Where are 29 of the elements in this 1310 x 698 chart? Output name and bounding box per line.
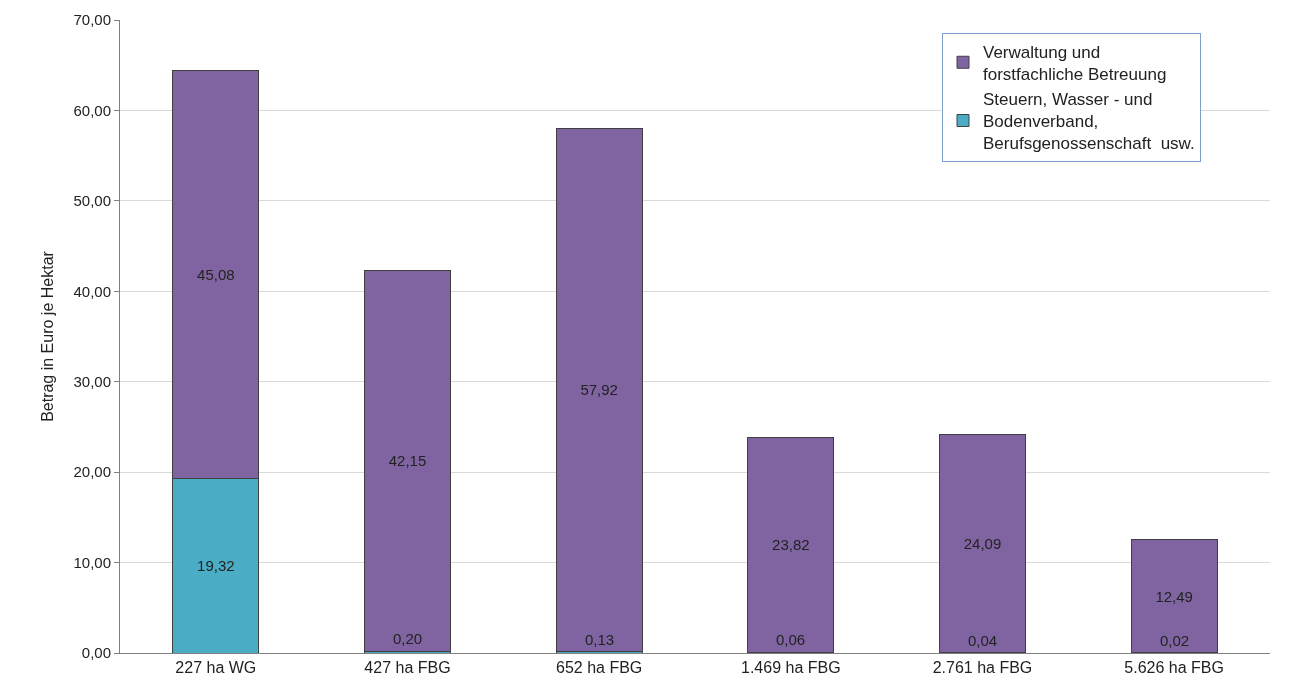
- data-label: 19,32: [197, 557, 235, 575]
- x-tick-label: 652 ha FBG: [556, 659, 643, 677]
- x-tick-label: 427 ha FBG: [364, 659, 451, 677]
- data-label: 0,20: [393, 630, 423, 647]
- y-tick-label: 60,00: [73, 101, 111, 119]
- data-label: 57,92: [580, 381, 618, 399]
- data-label: 12,49: [1155, 587, 1193, 605]
- data-label: 23,82: [772, 536, 810, 554]
- y-tick-label: 40,00: [73, 282, 111, 300]
- legend-label: Steuern, Wasser - und Bodenverband, Berufsgenossenschaft usw.: [983, 90, 1195, 154]
- y-tick-label: 10,00: [73, 553, 111, 571]
- x-tick-label: 5.626 ha FBG: [1124, 659, 1224, 677]
- y-tick-label: 70,00: [73, 11, 111, 29]
- data-label: 0,02: [1160, 632, 1190, 649]
- y-tick-label: 20,00: [73, 463, 111, 481]
- legend-label: Verwaltung und forstfachliche Betreuung: [983, 42, 1167, 84]
- data-label: 45,08: [197, 265, 235, 283]
- y-tick-label: 50,00: [73, 192, 111, 210]
- data-label: 24,09: [963, 535, 1002, 553]
- x-tick-label: 2.761 ha FBG: [932, 659, 1033, 677]
- data-label: 42,15: [388, 452, 427, 470]
- data-label: 0,13: [585, 631, 615, 648]
- y-tick-label: 0,00: [81, 644, 111, 662]
- x-tick-label: 1.469 ha FBG: [741, 659, 841, 677]
- data-label: 0,04: [968, 632, 998, 649]
- data-label: 0,06: [776, 631, 806, 648]
- y-tick-label: 30,00: [73, 372, 111, 390]
- x-tick-label: 227 ha WG: [175, 659, 257, 677]
- y-axis-title: Betrag in Euro je Hektar: [39, 250, 57, 422]
